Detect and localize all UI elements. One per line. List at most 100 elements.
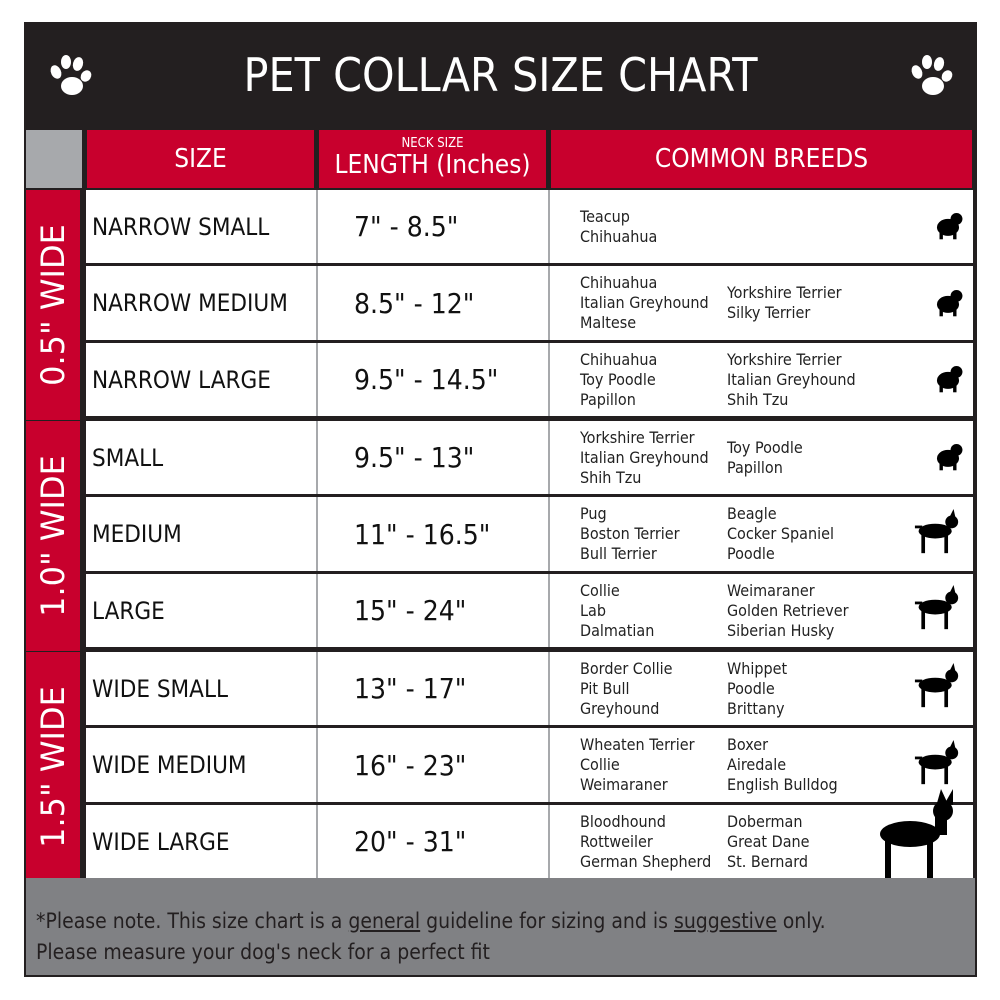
table-row: NARROW MEDIUM 8.5" - 12" Chihuahua Italia… [86,266,973,340]
size-name: NARROW LARGE [86,343,316,416]
size-name: WIDE LARGE [86,805,316,878]
shepherd-silhouette-icon [909,585,965,636]
note-text: only. [782,909,826,933]
breed-name: German Shepherd [580,851,712,871]
length-range: 13" - 17" [318,652,548,725]
breed-name: Whippet [727,658,788,678]
header-breeds: COMMON BREEDS [551,130,972,188]
breed-list: Yorkshire Terrier Silky Terrier [727,283,842,323]
breed-list: Doberman Great Dane St. Bernard [727,812,810,872]
breed-name: Doberman [727,811,803,831]
header-size-label: SIZE [174,144,227,174]
table-row: WIDE SMALL 13" - 17" Border Collie Pit Bu… [86,652,973,725]
breed-name: English Bulldog [727,775,838,794]
breed-name: Yorkshire Terrier [727,349,842,369]
breed-list: Toy Poodle Papillon [727,438,803,478]
breed-name: Pug [580,504,607,523]
breeds-cell: Chihuahua Toy Poodle Papillon Yorkshire Ter… [550,343,973,416]
breed-name: Bull Terrier [580,544,657,563]
size-name: WIDE MEDIUM [86,728,316,802]
breed-name: Shih Tzu [580,467,642,487]
breeds-cell: Wheaten Terrier Collie Weimaraner Boxer Aire… [550,728,973,802]
spaniel-silhouette-icon [909,508,965,560]
breeds-cell: Border Collie Pit Bull Greyhound Whippet Poo… [550,652,973,725]
breed-list: Whippet Poodle Brittany [727,659,787,719]
doberman-silhouette-icon [865,789,965,894]
width-label: 1.0" WIDE [26,421,80,651]
yorkie-silhouette-icon [931,207,965,246]
footer-note: *Please note. This size chart is a gener… [26,878,975,975]
size-name: MEDIUM [86,497,316,571]
breed-name: Siberian Husky [727,620,835,640]
breed-name: Toy Poodle [727,437,803,457]
size-chart: PET COLLAR SIZE CHART SIZE NECK SIZE LENG… [24,22,977,977]
group-0: 0.5" WIDE NARROW SMALL 7" - 8.5" Teacup C… [24,190,977,420]
header-corner [26,130,82,188]
breed-name: Rottweiler [580,831,653,851]
note-general: general [348,909,421,933]
header-breeds-label: COMMON BREEDS [654,144,869,174]
breed-name: Silky Terrier [727,303,811,322]
breed-name: Papillon [580,389,636,409]
breed-name: Italian Greyhound [580,293,709,312]
breed-name: Lab [580,600,606,620]
title-band: PET COLLAR SIZE CHART [24,22,977,128]
size-name: LARGE [86,574,316,647]
table-row: MEDIUM 11" - 16.5" Pug Boston Terrier Bull… [86,497,973,571]
table-row: SMALL 9.5" - 13" Yorkshire Terrier Italia… [86,421,973,494]
breed-name: Poodle [727,678,775,698]
breed-list: Teacup Chihuahua [580,207,657,247]
breed-name: Weimaraner [580,775,668,794]
bulldog-silhouette-icon [909,663,965,714]
width-label: 0.5" WIDE [26,190,80,420]
breed-name: Collie [580,580,620,600]
breed-name: Boston Terrier [580,524,680,543]
breed-list: Collie Lab Dalmatian [580,581,654,641]
length-range: 9.5" - 13" [318,421,548,494]
header-size: SIZE [87,130,314,188]
width-label-text: 1.5" WIDE [34,686,72,848]
length-range: 11" - 16.5" [318,497,548,571]
width-label-text: 0.5" WIDE [34,224,72,386]
breed-name: Cocker Spaniel [727,524,834,543]
breed-list: Wheaten Terrier Collie Weimaraner [580,735,694,795]
breed-name: Teacup [580,206,630,226]
pomeranian-silhouette-icon [931,360,965,399]
width-label: 1.5" WIDE [26,652,80,882]
breed-name: Collie [580,755,620,774]
size-name: NARROW MEDIUM [86,266,316,340]
breed-name: Poodle [727,544,775,563]
length-range: 9.5" - 14.5" [318,343,548,416]
breeds-cell: Chihuahua Italian Greyhound Maltese Yorkshi… [550,266,973,340]
table-header: SIZE NECK SIZE LENGTH (Inches) COMMON BRE… [24,130,977,188]
breed-list: Boxer Airedale English Bulldog [727,735,838,795]
length-range: 7" - 8.5" [318,190,548,263]
pomeranian-silhouette-icon [931,438,965,477]
breed-list: Chihuahua Toy Poodle Papillon [580,350,657,410]
breed-name: Pit Bull [580,678,630,698]
length-range: 15" - 24" [318,574,548,647]
breed-name: Chihuahua [580,226,658,246]
breeds-cell: Bloodhound Rottweiler German Shepherd Dober… [550,789,973,885]
table-row: NARROW LARGE 9.5" - 14.5" Chihuahua Toy P… [86,343,973,416]
length-range: 16" - 23" [318,728,548,802]
length-range: 8.5" - 12" [318,266,548,340]
table-row: WIDE LARGE 20" - 31" Bloodhound Rottweile… [86,789,973,885]
breed-name: Maltese [580,313,637,332]
breed-name: Shih Tzu [727,389,789,409]
breed-list: Pug Boston Terrier Bull Terrier [580,504,680,564]
breed-name: St. Bernard [727,851,809,871]
breed-name: Great Dane [727,831,810,851]
note-text: guideline for sizing and is [426,909,668,933]
table-row: LARGE 15" - 24" Collie Lab Dalmatian Weimar… [86,574,973,647]
breed-name: Chihuahua [580,349,658,369]
note-suggestive: suggestive [673,909,777,933]
breed-name: Wheaten Terrier [580,735,695,754]
paw-icon [911,55,953,95]
header-length-label: LENGTH (Inches) [334,150,531,180]
breed-name: Boxer [727,735,768,754]
breed-list: Border Collie Pit Bull Greyhound [580,659,673,719]
table-row: WIDE MEDIUM 16" - 23" Wheaten Terrier Col… [86,728,973,802]
breed-name: Italian Greyhound [727,369,856,389]
breed-name: Dalmatian [580,620,655,640]
